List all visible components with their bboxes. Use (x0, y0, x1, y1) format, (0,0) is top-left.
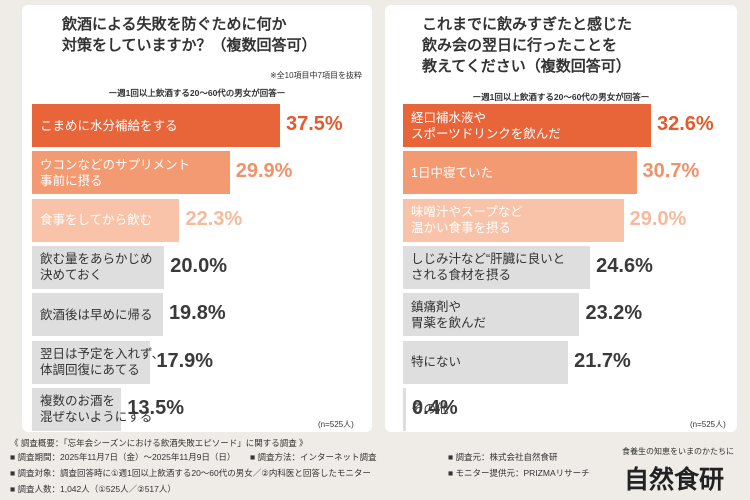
bar (403, 198, 624, 242)
value-label: 22.3% (185, 207, 243, 230)
footer-item: ■ 調査対象：調査回答時に①週1回以上飲酒する20～60代の男女／②内科医と回答… (10, 468, 371, 478)
category-label: 1日中寝ていた (411, 165, 493, 180)
value-label: 21.7% (574, 349, 631, 372)
category-label: 飲酒後は早めに帰る (40, 307, 153, 322)
value-label: 24.6% (596, 254, 653, 277)
category-label: こまめに水分補給をする (40, 118, 178, 133)
value-label: 30.7% (642, 160, 700, 183)
footer-item: ■ 調査元：株式会社自然食研 (448, 452, 558, 462)
category-label: その他 (411, 402, 449, 417)
category-label: 経口補水液や スポーツドリンクを飲んだ (411, 110, 561, 141)
logo-tagline: 食養生の知恵をいまのかたちに (622, 447, 734, 456)
footer-item: ■ 調査方法：インターネット調査 (250, 452, 377, 462)
value-label: 19.8% (168, 302, 226, 325)
value-label: 23.2% (585, 302, 643, 325)
value-label: 20.0% (170, 254, 227, 277)
category-label: 食事をしてから飲む (40, 213, 153, 228)
category-label: ウコンなどのサプリメント 事前に摂る (40, 157, 191, 188)
value-label: 32.6% (657, 113, 714, 135)
category-label: 飲む量をあらかじめ 決めておく (40, 252, 153, 283)
category-label: 翌日は予定を入れず、 体調回復にあてる (40, 347, 165, 377)
chart-title: これまでに飲みすぎたと感じた 飲み会の翌日に行ったことを 教えてください（複数回… (422, 16, 633, 75)
bar (403, 104, 651, 147)
bar (32, 104, 280, 147)
bar (32, 387, 122, 431)
n-label: (n=525人) (690, 420, 726, 429)
bar (403, 151, 637, 195)
bar (403, 387, 407, 431)
n-label: (n=525人) (318, 420, 354, 429)
category-label: しじみ汁など“肝臓に良いと される食材を摂る (411, 252, 566, 283)
footer-heading: 《 調査概要：「忘年会シーズンにおける飲酒失敗エピソード」に関する調査 》 (10, 438, 308, 448)
category-label: 特にない (411, 355, 462, 369)
value-label: 37.5% (286, 113, 343, 135)
subtitle: ー週1回以上飲酒する20～60代の男女が回答ー (108, 88, 286, 98)
note: ※全10項目中7項目を抜粋 (269, 71, 362, 80)
footer-item: ■ モニター提供元：PRIZMAリサーチ (448, 468, 590, 478)
chart-title: 飲酒による失敗を防ぐために何か 対策をしていますか？（複数回答可） (62, 16, 317, 54)
bar (403, 340, 569, 384)
footer-item: ■ 調査人数：1,042人（①525人／②517人） (10, 484, 176, 494)
value-label: 29.0% (629, 207, 687, 230)
bar (32, 293, 163, 337)
value-label: 17.9% (156, 349, 214, 372)
value-label: 13.5% (127, 396, 184, 419)
bar (32, 198, 180, 242)
category-label: 鎮痛剤や 胃薬を飲んだ (411, 299, 487, 330)
bar (32, 151, 230, 195)
logo-name: 自然食研 (624, 465, 725, 494)
bar (403, 293, 580, 337)
bar (32, 245, 165, 289)
bar (32, 340, 151, 384)
footer-item: ■ 調査期間：2025年11月7日（金）～2025年11月9日（日） (10, 452, 236, 462)
bar (403, 245, 591, 289)
subtitle: ー週1回以上飲酒する20～60代の男女が回答ー (472, 92, 650, 102)
category-label: 複数のお酒を 混ぜないようにする (40, 394, 153, 425)
category-label: 味噌汁やスープなど 温かい食事を摂る (411, 205, 523, 236)
value-label: 29.9% (235, 160, 293, 183)
value-label: 0.4% (412, 396, 458, 419)
